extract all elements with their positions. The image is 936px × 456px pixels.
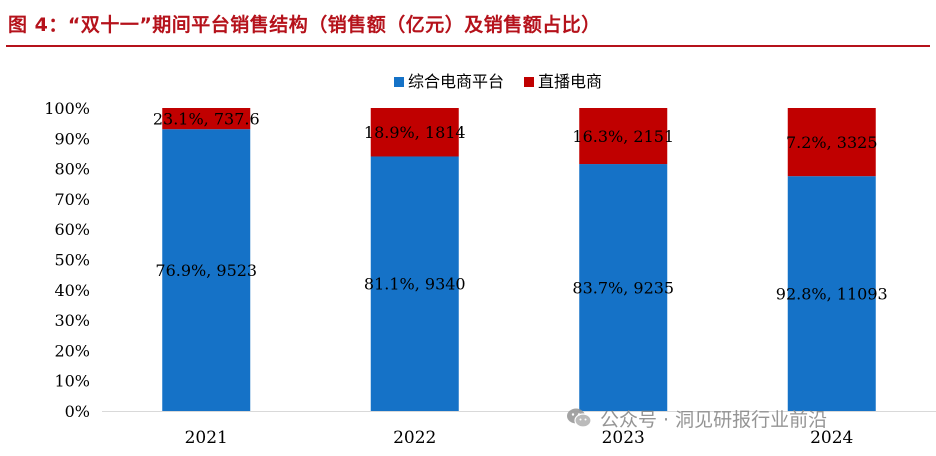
figure-header: 图 4：“双十一”期间平台销售结构（销售额（亿元）及销售额占比） [0, 0, 936, 47]
bar-segment-直播电商 [579, 108, 668, 165]
data-label: 23.1%, 737.6 [153, 110, 260, 129]
x-tick-label: 2021 [185, 428, 228, 448]
legend-label: 直播电商 [538, 72, 602, 91]
watermark-text: 公众号 · 洞见研报行业前沿 [600, 408, 828, 431]
y-tick-label: 30% [54, 311, 90, 330]
y-tick-label: 40% [54, 281, 90, 300]
bar-segment-综合电商平台 [162, 129, 251, 411]
y-tick-label: 60% [54, 220, 90, 239]
y-tick-label: 70% [54, 190, 90, 209]
bar-segment-综合电商平台 [370, 156, 459, 411]
legend-swatch [394, 77, 404, 87]
data-label: 7.2%, 3325 [786, 133, 878, 152]
data-label: 18.9%, 1814 [364, 123, 466, 142]
y-tick-label: 0% [65, 402, 90, 421]
bar-segment-直播电商 [162, 108, 251, 130]
bar-segment-直播电商 [787, 108, 876, 177]
data-label: 16.3%, 2151 [572, 127, 674, 146]
legend-label: 综合电商平台 [408, 72, 504, 91]
data-label: 83.7%, 9235 [572, 279, 674, 298]
data-label: 92.8%, 11093 [776, 285, 888, 304]
watermark: 公众号 · 洞见研报行业前沿 [566, 404, 827, 432]
y-tick-label: 90% [54, 129, 90, 148]
y-tick-label: 50% [54, 251, 90, 270]
y-tick-label: 100% [44, 99, 90, 118]
bar-segment-综合电商平台 [787, 176, 876, 411]
x-tick-label: 2024 [810, 428, 853, 448]
title-rule [6, 45, 930, 47]
wechat-icon [566, 407, 592, 429]
data-label: 76.9%, 9523 [155, 261, 257, 280]
legend-swatch [524, 77, 534, 87]
bar-segment-综合电商平台 [579, 164, 668, 411]
figure-title: 图 4：“双十一”期间平台销售结构（销售额（亿元）及销售额占比） [8, 14, 601, 36]
y-tick-label: 80% [54, 160, 90, 179]
y-tick-label: 10% [54, 372, 90, 391]
data-label: 81.1%, 9340 [364, 275, 466, 294]
x-tick-label: 2023 [602, 428, 645, 448]
x-tick-label: 2022 [393, 428, 436, 448]
bar-segment-直播电商 [370, 108, 459, 157]
y-tick-label: 20% [54, 341, 90, 360]
